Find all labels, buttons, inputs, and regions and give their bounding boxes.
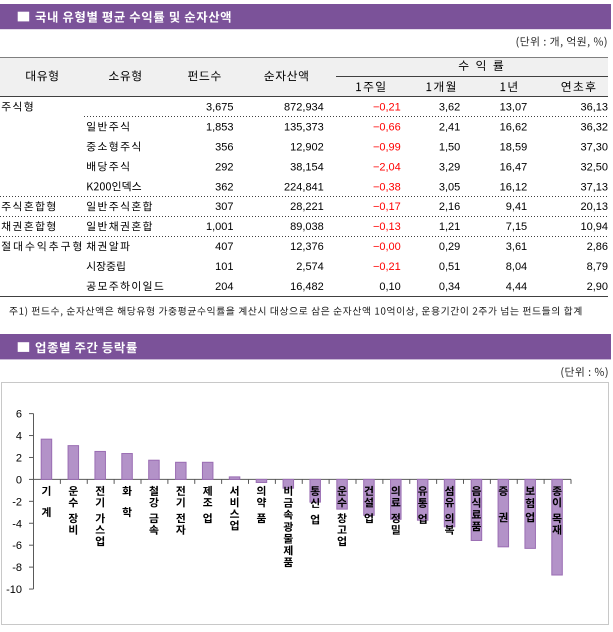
svg-text:1,001: 1,001 bbox=[206, 221, 234, 233]
svg-text:1,21: 1,21 bbox=[439, 221, 460, 233]
svg-text:10,94: 10,94 bbox=[580, 221, 608, 233]
svg-text:18,59: 18,59 bbox=[500, 141, 528, 153]
svg-text:1,853: 1,853 bbox=[206, 121, 234, 133]
svg-text:407: 407 bbox=[215, 241, 233, 253]
svg-text:2,41: 2,41 bbox=[439, 121, 460, 133]
svg-text:-4: -4 bbox=[12, 518, 22, 530]
svg-text:7,15: 7,15 bbox=[506, 221, 527, 233]
svg-text:37,13: 37,13 bbox=[580, 181, 608, 193]
svg-text:2,16: 2,16 bbox=[439, 201, 460, 213]
svg-text:292: 292 bbox=[215, 161, 233, 173]
svg-text:37,30: 37,30 bbox=[580, 141, 608, 153]
svg-text:3,29: 3,29 bbox=[439, 161, 460, 173]
svg-text:−0,38: −0,38 bbox=[373, 181, 401, 193]
svg-text:28,221: 28,221 bbox=[290, 201, 324, 213]
svg-text:4,44: 4,44 bbox=[506, 281, 527, 293]
svg-text:101: 101 bbox=[215, 261, 233, 273]
svg-text:6: 6 bbox=[16, 409, 22, 421]
svg-text:-6: -6 bbox=[12, 540, 22, 552]
svg-text:−0,00: −0,00 bbox=[373, 241, 401, 253]
svg-text:36,32: 36,32 bbox=[580, 121, 608, 133]
svg-text:2: 2 bbox=[16, 452, 22, 464]
svg-text:16,482: 16,482 bbox=[290, 281, 324, 293]
svg-text:3,675: 3,675 bbox=[206, 101, 234, 113]
svg-text:8,04: 8,04 bbox=[506, 261, 527, 273]
svg-text:8,79: 8,79 bbox=[587, 261, 608, 273]
svg-text:3,62: 3,62 bbox=[439, 101, 460, 113]
svg-text:32,50: 32,50 bbox=[580, 161, 608, 173]
svg-text:224,841: 224,841 bbox=[284, 181, 324, 193]
svg-text:362: 362 bbox=[215, 181, 233, 193]
svg-text:2,574: 2,574 bbox=[296, 261, 324, 273]
svg-text:3,05: 3,05 bbox=[439, 181, 460, 193]
svg-text:−0,21: −0,21 bbox=[373, 101, 401, 113]
svg-text:356: 356 bbox=[215, 141, 233, 153]
svg-text:−0,13: −0,13 bbox=[373, 221, 401, 233]
svg-text:16,47: 16,47 bbox=[500, 161, 528, 173]
svg-text:20,13: 20,13 bbox=[580, 201, 608, 213]
svg-text:38,154: 38,154 bbox=[290, 161, 324, 173]
svg-text:13,07: 13,07 bbox=[500, 101, 528, 113]
svg-text:135,373: 135,373 bbox=[284, 121, 324, 133]
svg-text:872,934: 872,934 bbox=[284, 101, 324, 113]
svg-text:-10: -10 bbox=[6, 584, 22, 596]
svg-text:−0,66: −0,66 bbox=[373, 121, 401, 133]
svg-text:0,34: 0,34 bbox=[439, 281, 460, 293]
svg-text:36,13: 36,13 bbox=[580, 101, 608, 113]
svg-text:89,038: 89,038 bbox=[290, 221, 324, 233]
svg-text:2,86: 2,86 bbox=[587, 241, 608, 253]
svg-text:9,41: 9,41 bbox=[506, 201, 527, 213]
svg-text:−0,21: −0,21 bbox=[373, 261, 401, 273]
svg-text:2,90: 2,90 bbox=[587, 281, 608, 293]
svg-text:0,29: 0,29 bbox=[439, 241, 460, 253]
svg-text:4: 4 bbox=[16, 431, 22, 443]
svg-text:0: 0 bbox=[16, 474, 22, 486]
svg-text:12,902: 12,902 bbox=[290, 141, 324, 153]
svg-text:0,51: 0,51 bbox=[439, 261, 460, 273]
svg-text:12,376: 12,376 bbox=[290, 241, 324, 253]
svg-text:16,62: 16,62 bbox=[500, 121, 528, 133]
svg-text:307: 307 bbox=[215, 201, 233, 213]
svg-text:-8: -8 bbox=[12, 562, 22, 574]
svg-text:0,10: 0,10 bbox=[379, 281, 400, 293]
svg-text:204: 204 bbox=[215, 281, 233, 293]
svg-text:−0,99: −0,99 bbox=[373, 141, 401, 153]
svg-text:−2,04: −2,04 bbox=[373, 161, 401, 173]
svg-text:1,50: 1,50 bbox=[439, 141, 460, 153]
svg-text:-2: -2 bbox=[12, 496, 22, 508]
svg-text:3,61: 3,61 bbox=[506, 241, 527, 253]
svg-text:−0,17: −0,17 bbox=[373, 201, 401, 213]
svg-text:16,12: 16,12 bbox=[500, 181, 528, 193]
